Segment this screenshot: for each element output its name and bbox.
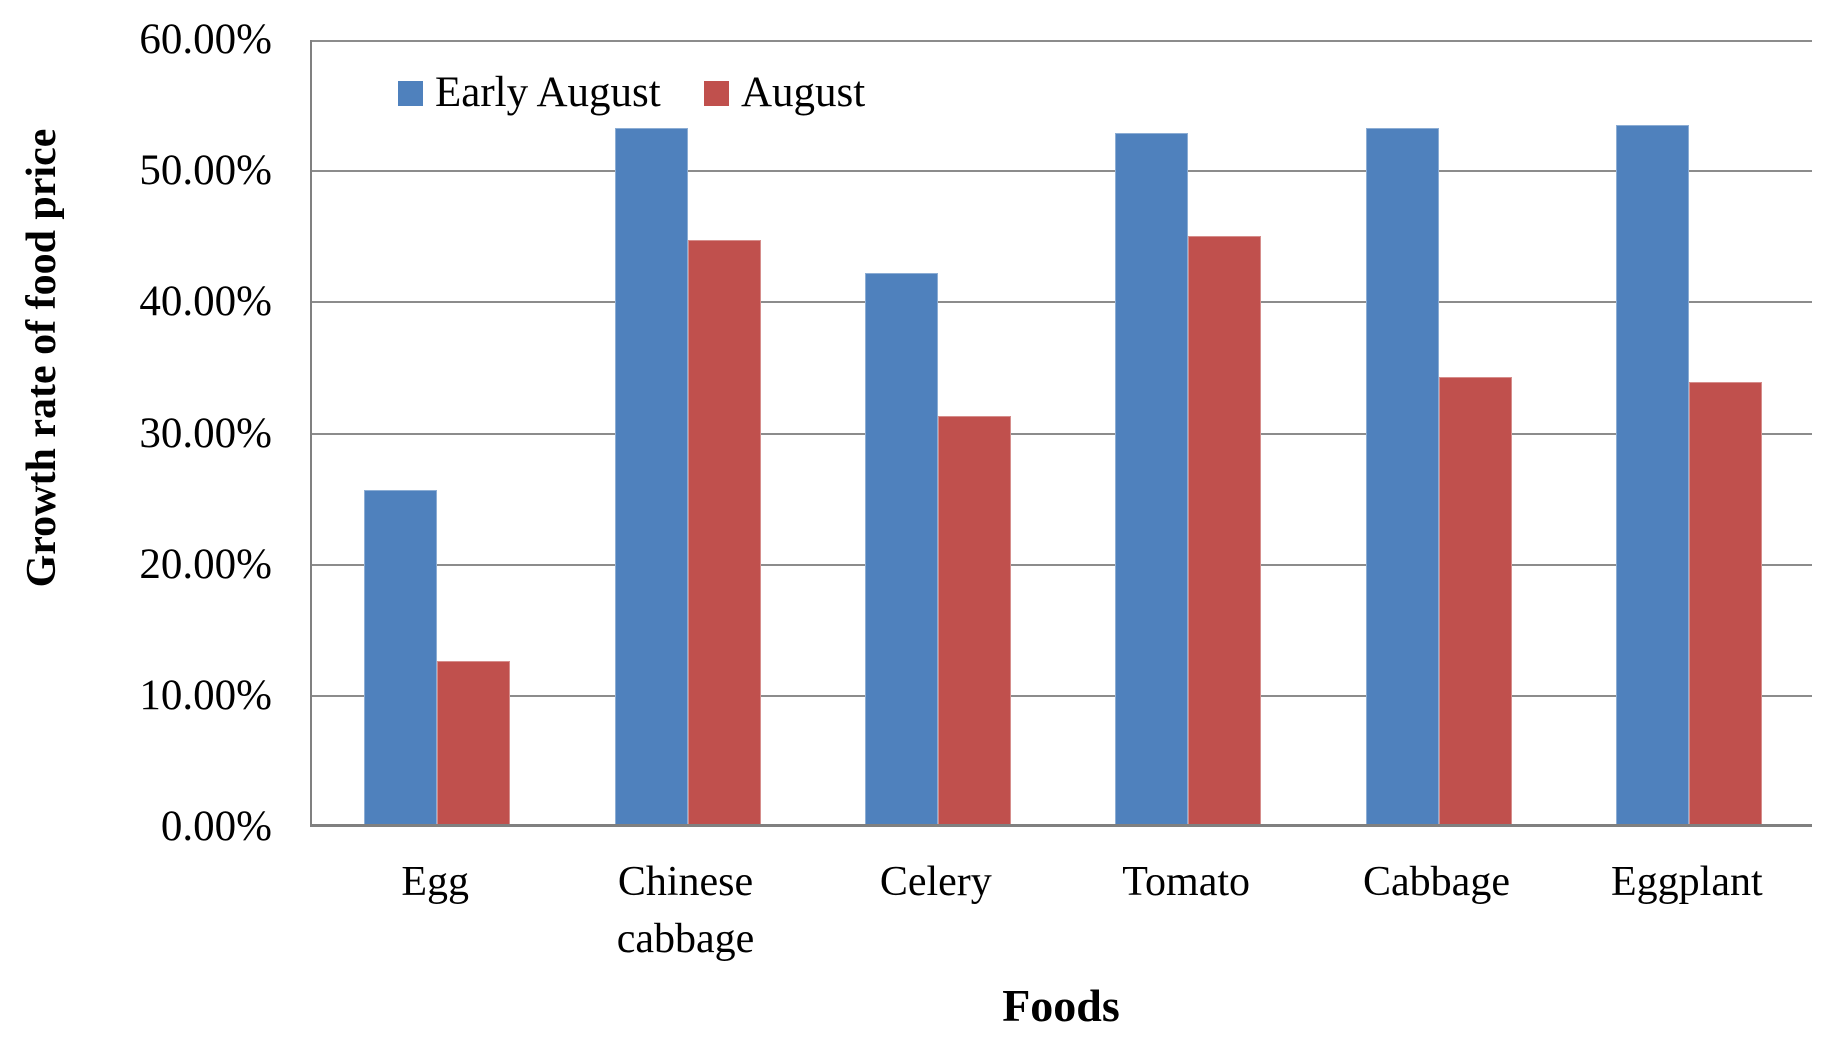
gridline [312, 170, 1812, 173]
category-label: Eggplant [1611, 859, 1763, 905]
y-tick-label: 40.00% [139, 278, 272, 326]
gridline [312, 694, 1812, 697]
y-tick-label: 0.00% [160, 803, 272, 850]
bar-august-celery [937, 416, 1011, 824]
legend-item: August [704, 70, 865, 116]
category-label: Celery [879, 859, 992, 905]
bar-early-august-eggplant [1615, 124, 1689, 824]
x-axis-title: Foods [1002, 980, 1120, 1031]
category-label: Chinese cabbage [616, 859, 755, 962]
gridline [312, 432, 1812, 435]
category-label: Egg [401, 859, 469, 905]
gridline [312, 563, 1812, 566]
legend-swatch-icon [704, 80, 729, 106]
y-tick-label: 60.00% [139, 16, 272, 63]
gridline [312, 301, 1812, 304]
y-tick-label: 30.00% [139, 409, 272, 457]
legend-label: August [741, 69, 866, 116]
category-label: Tomato [1122, 859, 1250, 905]
bar-august-tomato [1188, 236, 1262, 824]
bar-august-eggplant [1688, 381, 1762, 824]
bar-early-august-cabbage [1365, 127, 1439, 824]
bar-early-august-tomato [1115, 132, 1189, 824]
gridline [312, 40, 1812, 42]
bar-early-august-chinese-cabbage [614, 127, 688, 824]
category-label: Cabbage [1363, 859, 1510, 905]
y-tick-label: 10.00% [139, 671, 272, 719]
legend-swatch-icon [398, 80, 423, 106]
legend-item: Early August [398, 70, 661, 116]
bar-august-cabbage [1438, 376, 1512, 824]
plot-area: Early August August [310, 40, 1812, 827]
bar-august-egg [437, 661, 511, 824]
y-tick-label: 50.00% [139, 147, 272, 195]
bar-early-august-celery [864, 273, 938, 824]
bar-early-august-egg [364, 489, 438, 824]
bar-august-chinese-cabbage [687, 240, 761, 824]
legend-label: Early August [435, 69, 661, 116]
y-tick-label: 20.00% [139, 540, 272, 588]
